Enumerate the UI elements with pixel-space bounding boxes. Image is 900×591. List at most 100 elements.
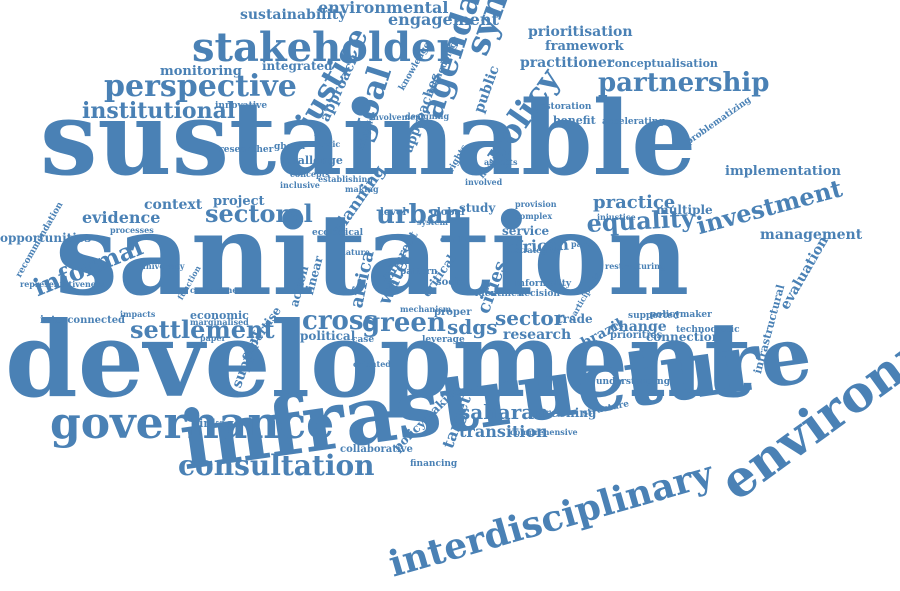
cloud-word: monitoring <box>160 64 242 79</box>
cloud-word: restoration <box>535 102 592 112</box>
cloud-word: institutional <box>82 98 236 124</box>
cloud-word: evaluation <box>777 233 832 313</box>
cloud-word: sustainability <box>240 7 347 23</box>
cloud-word: multiple <box>656 203 713 217</box>
cloud-word: system <box>417 217 448 227</box>
cloud-word: designing <box>405 111 450 121</box>
cloud-word: connection <box>646 330 721 344</box>
cloud-word: practitioner <box>520 55 615 71</box>
cloud-word: social <box>436 277 469 288</box>
cloud-word: processes <box>110 225 154 235</box>
cloud-word: leverage <box>422 335 465 345</box>
cloud-word: evidence <box>82 208 161 227</box>
cloud-word: green <box>362 308 446 338</box>
cloud-word: context <box>144 197 203 213</box>
cloud-word: ghana <box>274 142 306 152</box>
cloud-word: research <box>503 327 572 343</box>
cloud-word: inclusive <box>280 180 320 190</box>
cloud-word: conceptualisation <box>608 57 718 70</box>
cloud-word: implementation <box>725 164 841 179</box>
cloud-word: benefit <box>553 114 596 127</box>
cloud-word: perspective <box>104 69 297 104</box>
cloud-word: pattern <box>400 267 438 277</box>
cloud-word: researcher <box>219 145 274 155</box>
cloud-word: political <box>300 329 356 343</box>
cloud-word: university <box>140 261 185 271</box>
cloud-word: governance <box>50 398 335 449</box>
cloud-word: paper <box>200 333 226 343</box>
cloud-word: understanding <box>596 377 670 387</box>
cloud-word: identifies <box>475 289 522 299</box>
cloud-word: academic <box>298 139 341 149</box>
cloud-word: aspects <box>484 157 518 167</box>
cloud-word: interdisciplinary <box>384 452 718 586</box>
cloud-word: park <box>571 239 592 249</box>
cloud-word: nature <box>340 247 370 257</box>
cloud-word: supported <box>628 311 680 321</box>
cloud-word: involved <box>465 177 503 187</box>
cloud-word: prioritisation <box>528 24 633 40</box>
cloud-word: impacts <box>120 309 156 319</box>
cloud-word: commitment <box>190 285 247 295</box>
cloud-word: complex <box>515 211 553 221</box>
cloud-word: framework <box>545 39 624 54</box>
cloud-word: strategies <box>515 245 560 255</box>
cloud-word: proper <box>434 307 472 318</box>
cloud-word: concepts <box>290 169 330 179</box>
cloud-word: challenge <box>283 154 343 167</box>
cloud-word: partnership <box>598 68 770 98</box>
cloud-word: sectoral <box>205 199 313 228</box>
cloud-word: urban <box>376 200 463 230</box>
cloud-word: conflict <box>440 234 474 244</box>
cloud-word: comprehensive <box>510 427 578 437</box>
cloud-word: collaborative <box>340 444 413 455</box>
cloud-word: financing <box>410 459 458 469</box>
cloud-word: global <box>430 207 465 218</box>
cloud-word: accelerating <box>602 117 665 127</box>
cloud-word: ecological <box>312 228 364 238</box>
cloud-word: practice <box>593 192 676 213</box>
cloud-word: opportunities <box>0 231 92 245</box>
cloud-word: sector <box>495 306 565 330</box>
cloud-word: case <box>352 335 375 345</box>
cloud-word: marginalised <box>190 317 249 327</box>
cloud-word: engagement <box>388 10 499 29</box>
cloud-word: consultation <box>178 449 375 482</box>
cloud-word: linkage <box>195 417 241 430</box>
cloud-word: change <box>610 319 667 335</box>
cloud-word: innovative <box>215 101 268 111</box>
cloud-word: representativeness <box>20 279 105 289</box>
cloud-word: restructuring <box>605 261 666 271</box>
cloud-word: saharan <box>459 400 549 424</box>
cloud-word: interconnected <box>40 315 126 326</box>
cloud-word: provision <box>515 199 557 209</box>
cloud-word: oriented <box>353 359 391 369</box>
cloud-word: trade <box>557 312 593 326</box>
cloud-word: establishing <box>318 174 373 184</box>
cloud-word: making <box>345 184 379 194</box>
cloud-word: transition <box>459 422 548 441</box>
cloud-word: study <box>459 201 496 215</box>
cloud-word: service <box>502 224 550 238</box>
cloud-word: priorities <box>610 330 663 341</box>
cloud-word: stakeholder <box>192 24 458 71</box>
cloud-word: management <box>760 227 863 243</box>
cloud-word: informality <box>515 279 572 289</box>
cloud-word: decision <box>518 289 560 299</box>
cloud-word: integrated <box>262 59 333 73</box>
cloud-word: project <box>213 194 265 209</box>
cloud-word: sanitation <box>55 190 690 321</box>
cloud-word: technocratic <box>676 325 740 335</box>
cloud-word: mechanism <box>400 304 452 314</box>
cloud-word: involvement <box>370 112 425 122</box>
cloud-word: sdgs <box>447 315 498 339</box>
cloud-word: economic <box>190 309 249 322</box>
cloud-word: settlement <box>130 315 275 344</box>
cloud-word: greening <box>536 406 597 420</box>
cloud-word: cross <box>302 306 379 336</box>
cloud-word: injustice <box>597 212 636 222</box>
cloud-word: environmental <box>318 0 449 17</box>
cloud-word: level <box>380 207 407 218</box>
cloud-word: policymaker <box>650 310 712 320</box>
